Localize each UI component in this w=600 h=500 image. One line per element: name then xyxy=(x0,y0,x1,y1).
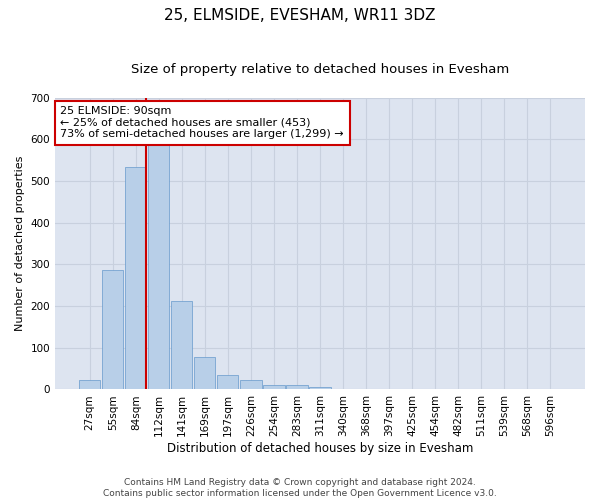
Bar xyxy=(263,386,284,390)
Bar xyxy=(241,380,262,390)
Bar xyxy=(217,375,238,390)
Bar xyxy=(194,356,215,390)
Bar xyxy=(79,380,100,390)
Text: 25, ELMSIDE, EVESHAM, WR11 3DZ: 25, ELMSIDE, EVESHAM, WR11 3DZ xyxy=(164,8,436,22)
Bar xyxy=(171,301,193,390)
Bar xyxy=(125,167,146,390)
Text: Contains HM Land Registry data © Crown copyright and database right 2024.
Contai: Contains HM Land Registry data © Crown c… xyxy=(103,478,497,498)
Bar xyxy=(286,386,308,390)
Text: 25 ELMSIDE: 90sqm
← 25% of detached houses are smaller (453)
73% of semi-detache: 25 ELMSIDE: 90sqm ← 25% of detached hous… xyxy=(61,106,344,140)
Bar xyxy=(102,270,124,390)
Bar xyxy=(148,146,169,390)
Bar xyxy=(310,386,331,390)
Y-axis label: Number of detached properties: Number of detached properties xyxy=(15,156,25,331)
Title: Size of property relative to detached houses in Evesham: Size of property relative to detached ho… xyxy=(131,62,509,76)
X-axis label: Distribution of detached houses by size in Evesham: Distribution of detached houses by size … xyxy=(167,442,473,455)
